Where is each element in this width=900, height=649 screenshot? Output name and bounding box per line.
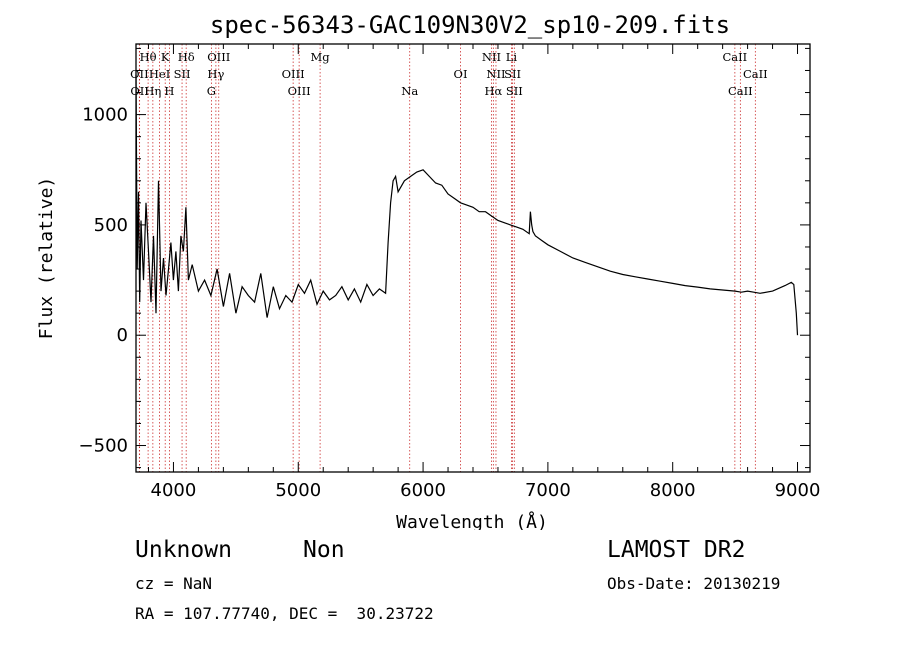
line-label: G <box>207 84 216 98</box>
line-label: NII <box>486 67 505 81</box>
line-label: OIII <box>288 84 311 98</box>
x-tick-label: 8000 <box>650 480 696 501</box>
x-axis-label: Wavelength (Å) <box>396 511 548 530</box>
line-label: CaII <box>728 84 753 98</box>
x-tick-label: 7000 <box>525 480 571 501</box>
line-label: SII <box>174 67 191 81</box>
line-label: OIII <box>207 50 230 64</box>
line-label: SII <box>506 84 523 98</box>
line-label: OIII <box>282 67 305 81</box>
line-label: SII <box>504 67 521 81</box>
line-label: Na <box>401 84 418 98</box>
object-class: Unknown <box>135 537 232 563</box>
line-label: K <box>161 50 170 64</box>
line-label: Hδ <box>178 50 195 64</box>
y-tick-label: −500 <box>79 436 128 457</box>
x-tick-label: 9000 <box>775 480 821 501</box>
line-label: OII <box>130 67 149 81</box>
x-axis-ticks: 4000 5000 6000 7000 8000 9000 <box>147 44 821 501</box>
y-tick-label: 1000 <box>82 105 128 126</box>
line-label: CaII <box>722 50 747 64</box>
chart-title: spec-56343-GAC109N30V2_sp10-209.fits <box>210 11 730 39</box>
y-axis-label: Flux (relative) <box>36 177 57 340</box>
line-label: Mg <box>311 50 331 64</box>
line-label: CaII <box>743 67 768 81</box>
line-label: NII <box>482 50 501 64</box>
object-subclass: Non <box>303 537 345 563</box>
x-tick-label: 4000 <box>151 480 197 501</box>
y-tick-label: 0 <box>117 325 128 346</box>
redshift-value: cz = NaN <box>135 574 213 593</box>
line-label: Hα <box>484 84 502 98</box>
line-label: Hγ <box>207 67 224 81</box>
observation-date: Obs-Date: 20130219 <box>607 574 781 593</box>
coordinates: RA = 107.77740, DEC = 30.23722 <box>135 604 434 623</box>
line-label: HeI <box>149 67 170 81</box>
line-label: OII <box>130 84 149 98</box>
spectrum-series-line <box>135 74 799 336</box>
line-label: H <box>164 84 174 98</box>
plot-frame <box>135 43 811 473</box>
spectrum-chart: spec-56343-GAC109N30V2_sp10-209.fits Hθ K… <box>36 11 821 530</box>
spectral-line-markers <box>138 44 756 472</box>
line-label: Hθ <box>140 50 157 64</box>
line-label: Hη <box>144 84 161 98</box>
x-tick-label: 6000 <box>400 480 446 501</box>
y-tick-label: 500 <box>94 215 128 236</box>
line-label: Li <box>506 50 518 64</box>
x-tick-label: 5000 <box>275 480 321 501</box>
y-axis-ticks: −500 0 500 1000 <box>79 47 810 469</box>
line-label: OI <box>454 67 468 81</box>
survey-name: LAMOST DR2 <box>607 537 746 563</box>
